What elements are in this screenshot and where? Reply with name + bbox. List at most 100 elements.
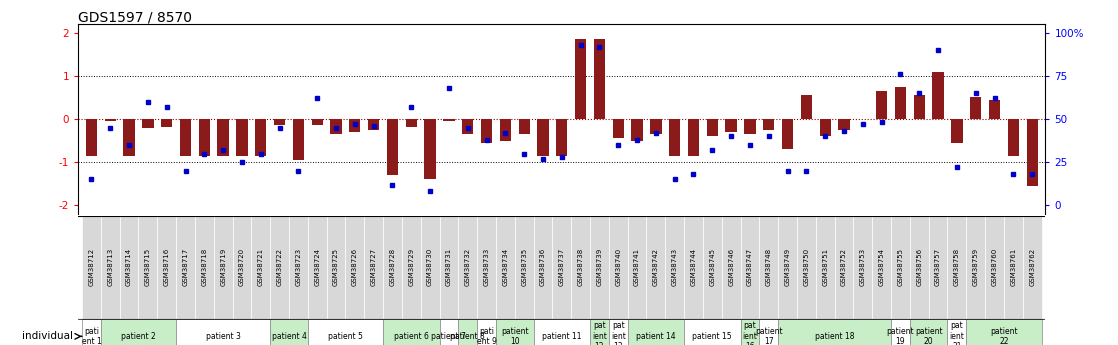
Text: pat
ient
12: pat ient 12 bbox=[593, 322, 607, 345]
Bar bbox=[613, 119, 624, 138]
Bar bbox=[872, 216, 891, 319]
Bar bbox=[800, 95, 812, 119]
Bar bbox=[252, 216, 271, 319]
Text: patient
17: patient 17 bbox=[755, 327, 783, 345]
Bar bbox=[781, 119, 793, 149]
Text: patient
19: patient 19 bbox=[887, 327, 915, 345]
Text: GSM38734: GSM38734 bbox=[502, 248, 509, 286]
Bar bbox=[1026, 119, 1038, 186]
Bar bbox=[684, 216, 703, 319]
Bar bbox=[877, 91, 888, 119]
Bar bbox=[571, 216, 590, 319]
Bar bbox=[519, 119, 530, 134]
Bar bbox=[307, 319, 383, 345]
Text: patient 15: patient 15 bbox=[692, 332, 732, 341]
Text: GSM38761: GSM38761 bbox=[1011, 248, 1016, 286]
Text: GSM38721: GSM38721 bbox=[258, 248, 264, 286]
Bar bbox=[703, 216, 722, 319]
Bar bbox=[819, 119, 831, 136]
Text: patient 8: patient 8 bbox=[451, 332, 485, 341]
Text: GSM38745: GSM38745 bbox=[709, 248, 716, 286]
Bar bbox=[368, 119, 379, 130]
Text: GSM38717: GSM38717 bbox=[182, 248, 189, 286]
Bar bbox=[364, 216, 383, 319]
Text: GSM38735: GSM38735 bbox=[521, 248, 528, 286]
Bar bbox=[1023, 216, 1042, 319]
Bar bbox=[326, 216, 345, 319]
Text: patient 7: patient 7 bbox=[432, 332, 466, 341]
Text: GSM38762: GSM38762 bbox=[1030, 248, 1035, 286]
Bar bbox=[533, 216, 552, 319]
Text: GSM38743: GSM38743 bbox=[672, 248, 678, 286]
Text: GSM38715: GSM38715 bbox=[145, 248, 151, 286]
Text: pat
ient
16: pat ient 16 bbox=[742, 322, 757, 345]
Bar bbox=[722, 216, 740, 319]
Bar bbox=[707, 119, 718, 136]
Text: GSM38728: GSM38728 bbox=[389, 248, 396, 286]
Bar bbox=[966, 216, 985, 319]
Bar bbox=[105, 119, 116, 121]
Text: GSM38744: GSM38744 bbox=[691, 248, 697, 286]
Bar bbox=[349, 119, 360, 132]
Bar bbox=[496, 319, 533, 345]
Text: patient
20: patient 20 bbox=[915, 327, 942, 345]
Bar bbox=[271, 216, 288, 319]
Bar bbox=[891, 319, 910, 345]
Text: patient 6: patient 6 bbox=[394, 332, 428, 341]
Bar bbox=[740, 216, 759, 319]
Bar bbox=[929, 216, 947, 319]
Bar bbox=[477, 319, 496, 345]
Bar bbox=[816, 216, 835, 319]
Text: GSM38739: GSM38739 bbox=[596, 248, 603, 286]
Bar bbox=[778, 319, 891, 345]
Bar bbox=[947, 319, 966, 345]
Text: GSM38733: GSM38733 bbox=[484, 248, 490, 286]
Text: GSM38729: GSM38729 bbox=[408, 248, 415, 286]
Bar bbox=[514, 216, 533, 319]
Bar bbox=[177, 216, 195, 319]
Text: patient 4: patient 4 bbox=[272, 332, 306, 341]
Text: pati
ent 1: pati ent 1 bbox=[82, 327, 102, 345]
Bar bbox=[439, 216, 458, 319]
Text: GSM38749: GSM38749 bbox=[785, 248, 790, 286]
Bar bbox=[985, 216, 1004, 319]
Bar bbox=[745, 119, 756, 134]
Text: GSM38757: GSM38757 bbox=[935, 248, 941, 286]
Bar bbox=[894, 87, 906, 119]
Text: GSM38732: GSM38732 bbox=[465, 248, 471, 286]
Bar bbox=[609, 216, 627, 319]
Bar bbox=[481, 119, 492, 143]
Bar bbox=[764, 119, 775, 130]
Bar bbox=[214, 216, 233, 319]
Bar bbox=[288, 216, 307, 319]
Bar bbox=[477, 216, 496, 319]
Text: GSM38754: GSM38754 bbox=[879, 248, 884, 286]
Bar bbox=[312, 119, 323, 126]
Text: GSM38736: GSM38736 bbox=[540, 248, 546, 286]
Bar bbox=[331, 119, 342, 134]
Bar bbox=[123, 119, 134, 156]
Bar bbox=[425, 119, 436, 179]
Text: GSM38720: GSM38720 bbox=[239, 248, 245, 286]
Text: GSM38751: GSM38751 bbox=[822, 248, 828, 286]
Bar bbox=[665, 216, 684, 319]
Text: GSM38758: GSM38758 bbox=[954, 248, 960, 286]
Bar bbox=[458, 319, 477, 345]
Bar bbox=[101, 319, 177, 345]
Text: GSM38750: GSM38750 bbox=[804, 248, 809, 286]
Text: GSM38737: GSM38737 bbox=[559, 248, 565, 286]
Text: GSM38741: GSM38741 bbox=[634, 248, 639, 286]
Text: GSM38731: GSM38731 bbox=[446, 248, 452, 286]
Bar bbox=[1007, 119, 1018, 156]
Bar bbox=[180, 119, 191, 156]
Bar bbox=[533, 319, 590, 345]
Bar bbox=[82, 216, 101, 319]
Bar bbox=[740, 319, 759, 345]
Bar bbox=[101, 216, 120, 319]
Text: GSM38722: GSM38722 bbox=[276, 248, 283, 286]
Bar bbox=[632, 119, 643, 141]
Text: GSM38755: GSM38755 bbox=[898, 248, 903, 286]
Bar bbox=[142, 119, 153, 128]
Text: pat
ient
21: pat ient 21 bbox=[949, 322, 965, 345]
Bar bbox=[274, 119, 285, 126]
